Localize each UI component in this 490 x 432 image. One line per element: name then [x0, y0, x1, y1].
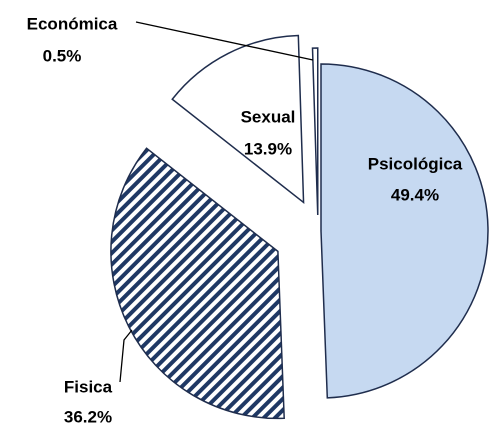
category-label: Sexual — [241, 107, 296, 126]
value-label: 49.4% — [391, 185, 439, 204]
value-label: 0.5% — [43, 46, 82, 65]
category-label: Psicológica — [368, 154, 463, 173]
leader-line — [119, 329, 133, 383]
value-label: 13.9% — [244, 139, 292, 158]
pie-slice — [171, 34, 305, 205]
category-label: Económica — [27, 14, 118, 33]
value-label: 36.2% — [64, 407, 112, 426]
pie-slice — [320, 63, 489, 399]
pie-slice — [110, 147, 285, 420]
pie-slice — [311, 47, 319, 216]
category-label: Fisica — [64, 377, 113, 396]
leader-line — [135, 21, 314, 61]
